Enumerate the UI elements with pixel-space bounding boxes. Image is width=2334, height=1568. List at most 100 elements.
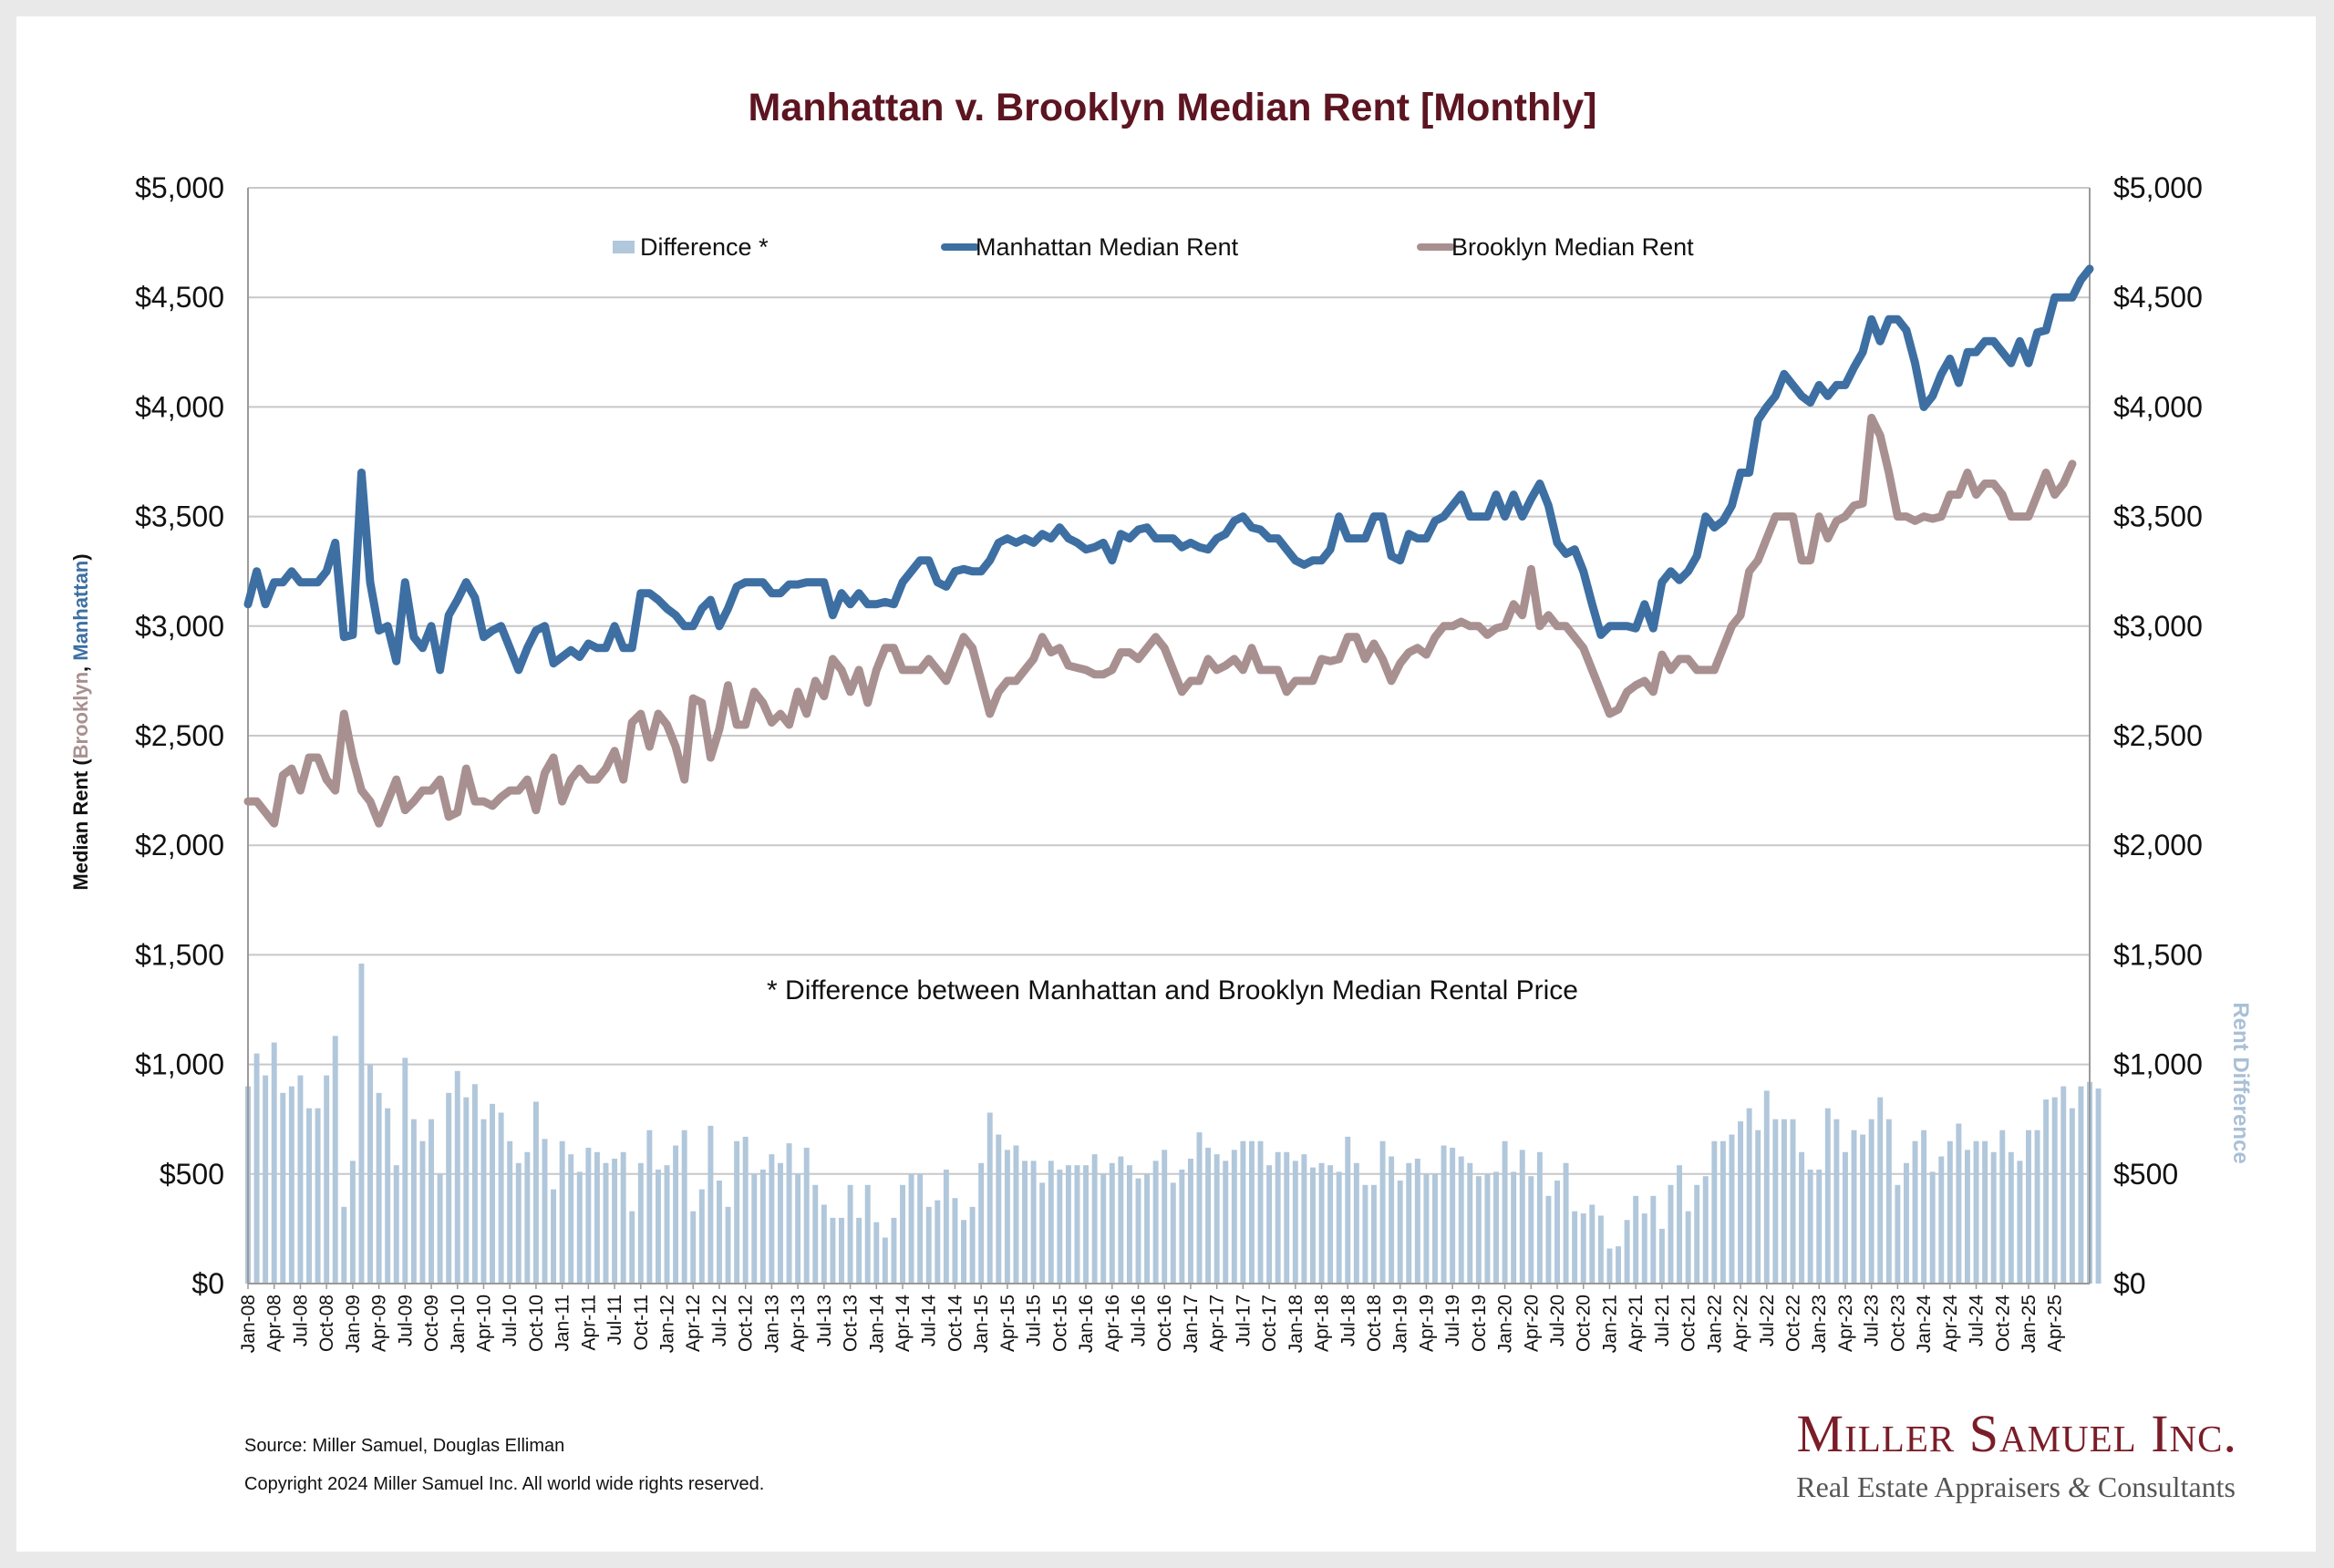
y-tick-label-right: $5,000 xyxy=(2113,171,2203,204)
difference-bar xyxy=(864,1184,871,1284)
legend-item-manhattan: Manhattan Median Rent xyxy=(941,233,1239,261)
difference-bar xyxy=(759,1169,766,1284)
x-tick-label: Oct-10 xyxy=(526,1295,547,1352)
x-tick-label: Jan-11 xyxy=(553,1295,573,1352)
x-tick-label: Apr-20 xyxy=(1521,1295,1542,1352)
difference-bar xyxy=(655,1169,661,1284)
legend-item-difference: Difference * xyxy=(613,233,769,261)
difference-bar xyxy=(1074,1165,1080,1284)
x-tick-label: Oct-22 xyxy=(1783,1295,1804,1352)
difference-bar xyxy=(734,1140,740,1284)
difference-bar xyxy=(542,1139,548,1284)
x-tick-label: Oct-19 xyxy=(1469,1295,1490,1352)
difference-bar xyxy=(646,1130,653,1284)
difference-bar xyxy=(1947,1140,1953,1284)
x-tick-label: Apr-25 xyxy=(2045,1295,2066,1352)
difference-bar xyxy=(2095,1088,2102,1284)
difference-bar xyxy=(385,1108,391,1284)
y-tick-label-left: $2,000 xyxy=(135,829,224,861)
difference-bar xyxy=(1895,1184,1901,1284)
x-tick-label: Apr-13 xyxy=(788,1295,809,1352)
difference-bar xyxy=(1572,1211,1578,1284)
difference-bar xyxy=(341,1206,347,1284)
difference-bar xyxy=(2069,1108,2075,1284)
difference-bar xyxy=(1231,1150,1237,1284)
difference-bar xyxy=(698,1189,705,1284)
left-y-axis-label-suffix: ) xyxy=(69,553,92,560)
difference-bar xyxy=(1048,1161,1054,1284)
difference-bar xyxy=(507,1140,513,1284)
difference-bar xyxy=(1824,1108,1831,1284)
difference-bar xyxy=(1301,1154,1307,1284)
difference-bar xyxy=(367,1064,373,1284)
difference-bar xyxy=(1118,1156,1124,1284)
y-tick-label-left: $4,500 xyxy=(135,281,224,314)
logo-name: Miller Samuel Inc. xyxy=(1797,1404,2238,1463)
logo-tagline-amp: & xyxy=(2068,1470,2091,1503)
difference-bar xyxy=(1738,1121,1744,1284)
x-tick-label: Apr-16 xyxy=(1102,1295,1123,1352)
legend-item-brooklyn: Brooklyn Median Rent xyxy=(1417,233,1694,261)
difference-bar xyxy=(524,1151,531,1284)
difference-bar xyxy=(1162,1150,1168,1284)
difference-bar xyxy=(1877,1097,1884,1284)
difference-bar xyxy=(297,1075,304,1284)
y-tick-label-right: $1,000 xyxy=(2113,1048,2203,1081)
left-y-axis-label-brooklyn: Brooklyn xyxy=(69,672,92,758)
x-tick-label: Apr-21 xyxy=(1626,1295,1647,1352)
difference-bar xyxy=(1284,1151,1290,1284)
difference-bar xyxy=(2017,1161,2023,1284)
difference-bar xyxy=(1275,1151,1281,1284)
difference-bar xyxy=(1799,1151,1805,1284)
difference-bar xyxy=(603,1162,609,1284)
difference-bar xyxy=(1519,1150,1525,1284)
x-tick-label: Apr-14 xyxy=(893,1295,914,1352)
difference-bar xyxy=(1729,1134,1735,1284)
y-tick-label-right: $3,000 xyxy=(2113,610,2203,643)
difference-bar xyxy=(742,1136,749,1284)
x-tick-label: Jul-13 xyxy=(814,1295,835,1346)
difference-bar xyxy=(1772,1119,1779,1284)
difference-bar xyxy=(532,1101,539,1284)
difference-bar xyxy=(1903,1162,1909,1284)
difference-bar xyxy=(1450,1147,1456,1284)
difference-bar xyxy=(1938,1156,1945,1284)
difference-bar xyxy=(637,1162,644,1284)
x-tick-label: Jul-14 xyxy=(919,1295,940,1347)
difference-bar xyxy=(1624,1220,1630,1284)
difference-bar xyxy=(1885,1119,1892,1284)
x-tick-label: Jul-24 xyxy=(1967,1295,1988,1347)
x-tick-label: Jan-17 xyxy=(1181,1295,1202,1353)
difference-bar xyxy=(1616,1246,1622,1284)
difference-bar xyxy=(253,1053,260,1284)
y-tick-label-left: $1,500 xyxy=(135,938,224,971)
x-tick-label: Apr-19 xyxy=(1416,1295,1437,1352)
difference-bar xyxy=(568,1154,574,1284)
difference-bar xyxy=(1345,1136,1351,1284)
logo-tagline: Real Estate Appraisers & Consultants xyxy=(1796,1470,2236,1503)
y-tick-label-left: $2,500 xyxy=(135,719,224,752)
difference-bar xyxy=(812,1184,819,1284)
difference-bar xyxy=(795,1173,801,1284)
y-tick-label-left: $3,500 xyxy=(135,500,224,533)
logo-tagline-part2: Consultants xyxy=(2091,1470,2236,1503)
difference-bar xyxy=(856,1217,862,1284)
difference-bar xyxy=(480,1119,487,1284)
difference-bar xyxy=(1083,1165,1090,1284)
chart-annotation: * Difference between Manhattan and Brook… xyxy=(767,975,1578,1006)
left-y-axis-label-prefix: Median Rent ( xyxy=(69,758,92,891)
difference-bar xyxy=(986,1112,993,1284)
manhattan-line xyxy=(243,264,2094,675)
difference-bar xyxy=(725,1206,731,1284)
difference-bar xyxy=(1763,1090,1770,1284)
left-y-axis-label: Median Rent (Brooklyn, Manhattan) xyxy=(69,553,92,890)
difference-bar xyxy=(1606,1248,1613,1284)
difference-bar xyxy=(1266,1165,1273,1284)
difference-bar xyxy=(1554,1181,1560,1284)
difference-bar xyxy=(1389,1156,1395,1284)
difference-bar xyxy=(1292,1161,1298,1284)
difference-bar xyxy=(917,1173,924,1284)
difference-bar xyxy=(1990,1151,1997,1284)
difference-bar xyxy=(839,1217,844,1284)
difference-bar xyxy=(1423,1173,1430,1284)
